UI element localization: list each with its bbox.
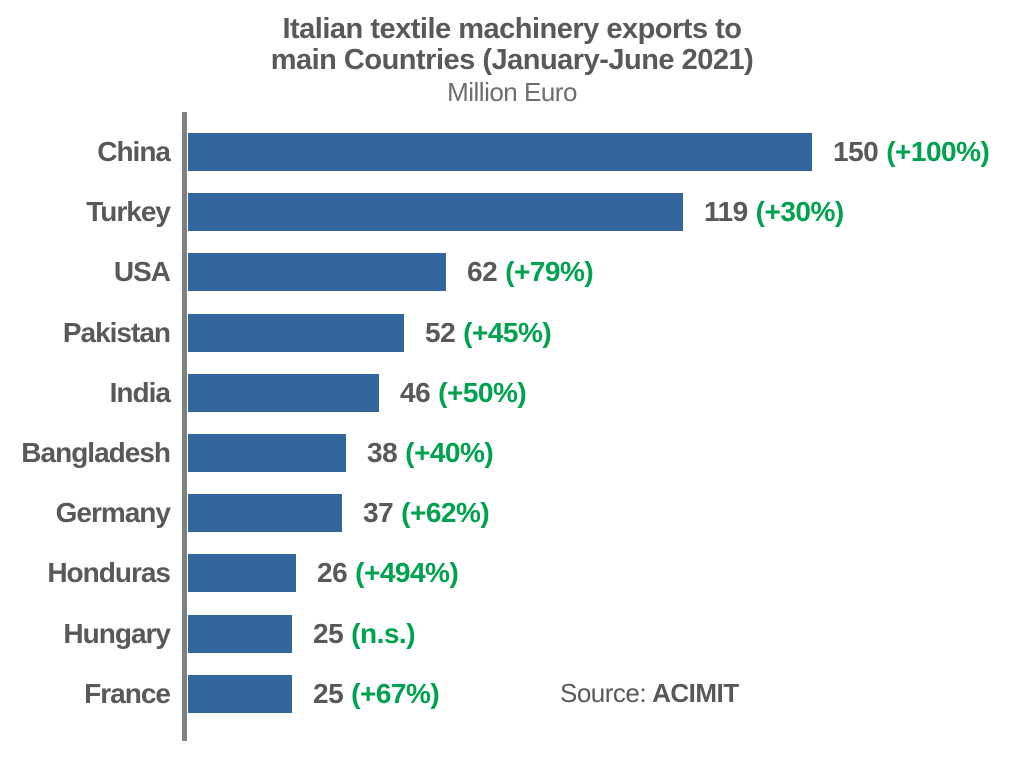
country-label: Turkey xyxy=(86,196,171,228)
value-label: 52 (+45%) xyxy=(425,316,552,349)
value-growth: (+50%) xyxy=(438,376,527,408)
value-number: 62 xyxy=(467,256,498,288)
country-label: India xyxy=(109,376,171,408)
chart-header: Italian textile machinery exports to mai… xyxy=(0,0,1024,107)
bar-area: 119 (+30%) xyxy=(188,193,844,232)
bar-row: France 25 (+67%) xyxy=(0,664,1024,724)
value-growth: (n.s.) xyxy=(351,617,416,649)
bar xyxy=(188,614,292,653)
country-label: China xyxy=(97,136,171,168)
bar xyxy=(188,133,812,172)
value-label: 38 (+40%) xyxy=(367,437,494,469)
value-number: 119 xyxy=(704,196,748,228)
bar-row: USA 62 (+79%) xyxy=(0,242,1024,302)
bar xyxy=(188,373,379,412)
chart-subtitle: Million Euro xyxy=(447,77,577,107)
chart-title-line1: Italian textile machinery exports to xyxy=(282,13,742,45)
value-number: 25 xyxy=(313,677,344,709)
bar-area: 150 (+100%) xyxy=(188,133,990,172)
value-label: 150 (+100%) xyxy=(833,136,990,168)
bar-area: 38 (+40%) xyxy=(188,434,494,473)
bar xyxy=(188,494,342,533)
value-number: 26 xyxy=(317,557,348,589)
bar-rows: China 150 (+100%) Turkey 119 (+30%) USA 62… xyxy=(0,122,1024,724)
bar-row: Pakistan 52 (+45%) xyxy=(0,303,1024,363)
value-growth: (+494%) xyxy=(355,557,459,589)
source-name: ACIMIT xyxy=(652,678,739,708)
bar-row: Hungary 25 (n.s.) xyxy=(0,604,1024,664)
value-number: 46 xyxy=(400,376,431,408)
value-label: 37 (+62%) xyxy=(363,497,490,529)
bar-row: Turkey 119 (+30%) xyxy=(0,182,1024,242)
bar-area: 25 (+67%) xyxy=(188,674,440,713)
bar xyxy=(188,193,683,232)
country-label: Honduras xyxy=(47,557,171,589)
value-number: 38 xyxy=(367,437,398,469)
value-label: 119 (+30%) xyxy=(704,196,844,228)
bar-row: India 46 (+50%) xyxy=(0,363,1024,423)
value-label: 25 (+67%) xyxy=(313,677,440,710)
y-axis-line xyxy=(182,112,187,741)
value-number: 37 xyxy=(363,497,394,529)
value-growth: (+67%) xyxy=(351,677,440,709)
chart-title-line2: main Countries (January-June 2021) xyxy=(270,44,754,76)
country-label: USA xyxy=(113,256,171,288)
bar xyxy=(188,554,296,593)
bar-area: 52 (+45%) xyxy=(188,313,552,352)
value-growth: (+62%) xyxy=(401,497,490,529)
bar-row: China 150 (+100%) xyxy=(0,122,1024,182)
bar-area: 46 (+50%) xyxy=(188,373,527,412)
bar-area: 26 (+494%) xyxy=(188,554,459,593)
source-label: Source: xyxy=(560,678,647,708)
bar xyxy=(188,434,346,473)
bar-area: 62 (+79%) xyxy=(188,253,594,292)
bar-area: 37 (+62%) xyxy=(188,494,490,533)
value-label: 25 (n.s.) xyxy=(313,617,416,650)
value-growth: (+45%) xyxy=(463,316,552,348)
bar xyxy=(188,674,292,713)
value-label: 62 (+79%) xyxy=(467,256,594,288)
value-growth: (+79%) xyxy=(505,256,594,288)
country-label: Pakistan xyxy=(62,316,171,348)
bar xyxy=(188,253,446,292)
bar-area: 25 (n.s.) xyxy=(188,614,416,653)
value-growth: (+40%) xyxy=(405,437,494,469)
value-label: 46 (+50%) xyxy=(400,376,527,409)
value-number: 52 xyxy=(425,316,456,348)
source-note: Source: ACIMIT xyxy=(560,678,739,709)
bar-row: Germany 37 (+62%) xyxy=(0,483,1024,543)
country-label: Hungary xyxy=(63,617,171,649)
bar xyxy=(188,313,404,352)
value-number: 150 xyxy=(833,136,879,168)
chart-title: Italian textile machinery exports to mai… xyxy=(0,14,1024,76)
bar-row: Honduras 26 (+494%) xyxy=(0,543,1024,603)
value-growth: (+30%) xyxy=(755,196,845,228)
bar-chart: China 150 (+100%) Turkey 119 (+30%) USA 62… xyxy=(0,112,1024,757)
value-growth: (+100%) xyxy=(886,136,990,168)
country-label: France xyxy=(84,677,171,709)
value-label: 26 (+494%) xyxy=(317,557,459,589)
value-number: 25 xyxy=(313,617,344,649)
country-label: Germany xyxy=(55,497,171,529)
bar-row: Bangladesh 38 (+40%) xyxy=(0,423,1024,483)
country-label: Bangladesh xyxy=(21,437,171,469)
